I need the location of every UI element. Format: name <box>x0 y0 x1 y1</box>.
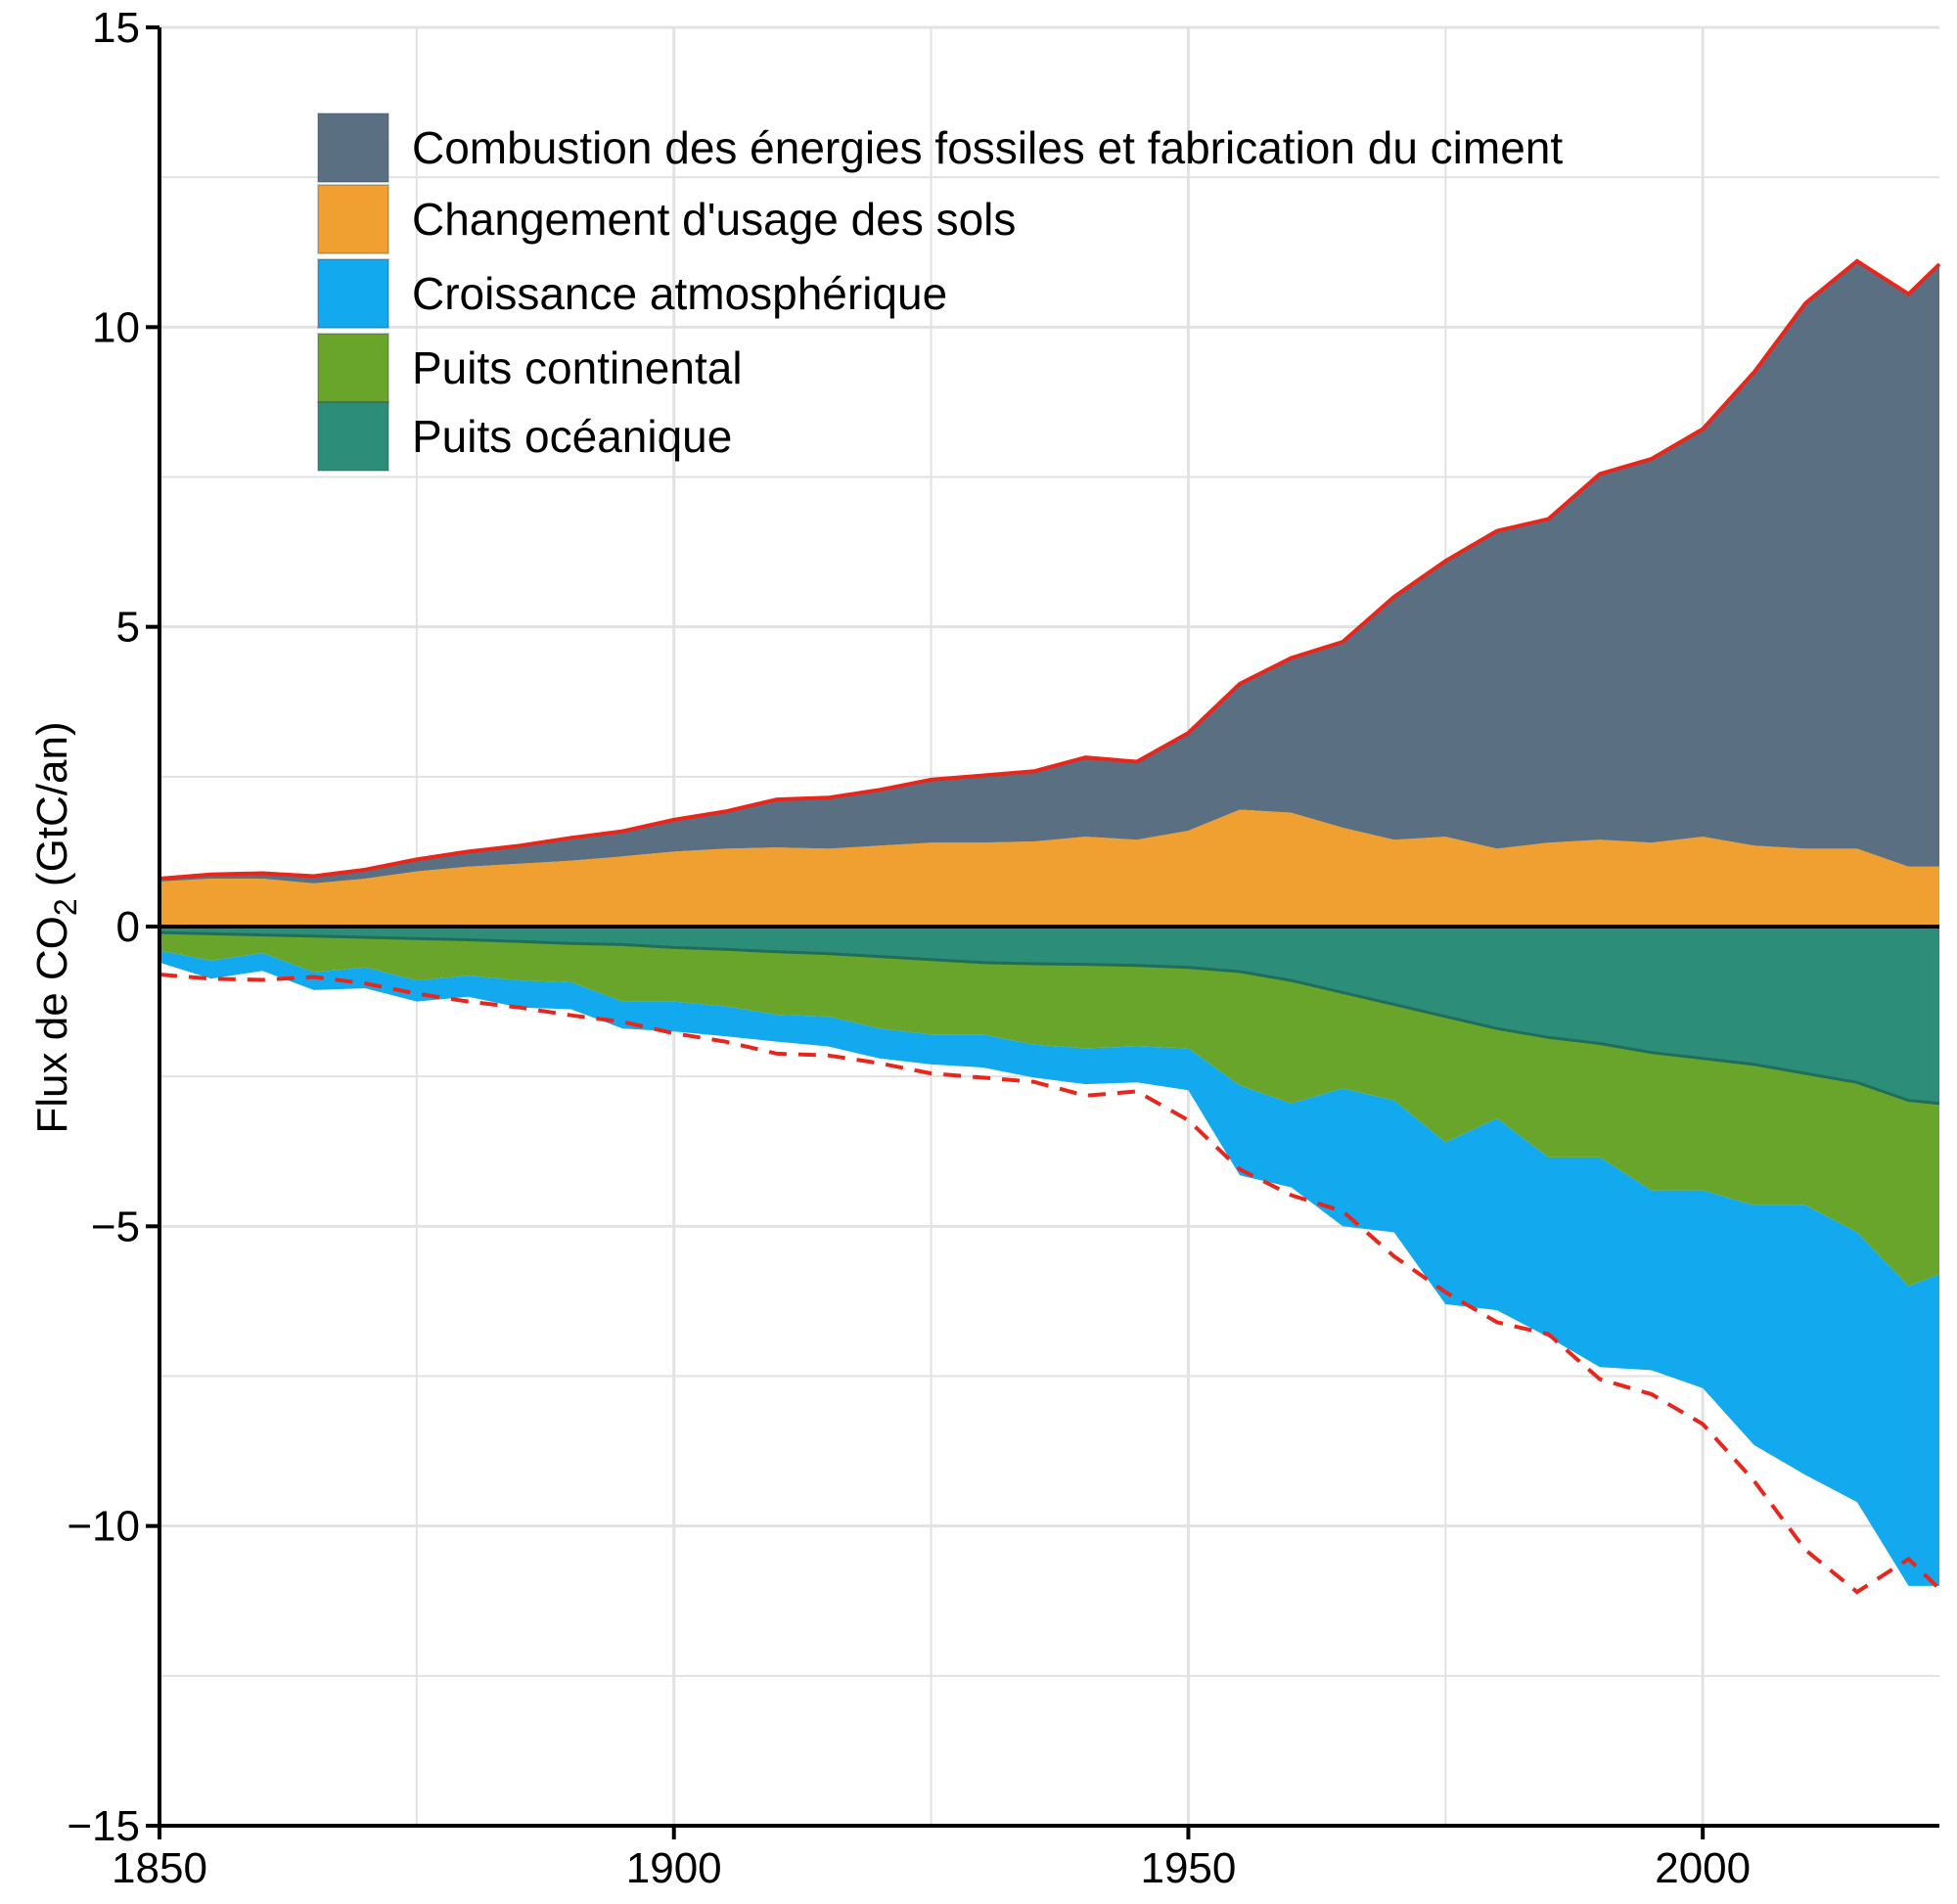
y-tick-label: 10 <box>92 303 140 351</box>
x-tick-label: 1950 <box>1140 1844 1236 1892</box>
area-ocean-sink <box>159 927 1939 1104</box>
areas <box>159 260 1939 1586</box>
legend-item-land-sink: Puits continental <box>317 333 743 403</box>
legend-item-atmosphere: Croissance atmosphérique <box>317 258 947 329</box>
legend-swatch <box>317 184 389 254</box>
y-tick-label: −10 <box>67 1503 140 1551</box>
lines <box>159 258 1941 1595</box>
area-land-sink <box>159 932 1939 1287</box>
legend-item-ocean-sink: Puits océanique <box>317 401 732 472</box>
ocean-sink-edge <box>159 930 1940 1106</box>
x-tick-label: 1850 <box>112 1844 207 1892</box>
legend-swatch <box>317 333 389 403</box>
legend-label: Croissance atmosphérique <box>412 268 947 319</box>
legend: Combustion des énergies fossiles et fabr… <box>317 113 1563 472</box>
y-axis-label: Flux de CO2 (GtC/an) <box>28 721 83 1133</box>
y-tick-label: 15 <box>92 4 140 52</box>
legend-swatch <box>317 113 389 183</box>
legend-swatch <box>317 401 389 472</box>
area-atmosphere <box>159 950 1939 1586</box>
y-tick-label: 0 <box>116 903 140 951</box>
legend-item-fossil: Combustion des énergies fossiles et fabr… <box>317 113 1563 183</box>
x-tick-label: 1900 <box>626 1844 722 1892</box>
legend-label: Combustion des énergies fossiles et fabr… <box>412 122 1563 173</box>
legend-swatch <box>317 258 389 329</box>
y-tick-label: −15 <box>67 1802 140 1850</box>
total-sinks-dashed-line <box>159 973 1941 1595</box>
x-tick-label: 2000 <box>1655 1844 1751 1892</box>
area-fossil <box>159 260 1939 884</box>
legend-label: Changement d'usage des sols <box>412 194 1016 245</box>
legend-item-land-use: Changement d'usage des sols <box>317 184 1016 254</box>
y-tick-label: −5 <box>91 1202 140 1250</box>
total-emissions-line <box>159 258 1941 881</box>
legend-label: Puits continental <box>412 342 743 393</box>
y-tick-label: 5 <box>116 604 140 652</box>
legend-label: Puits océanique <box>412 411 732 462</box>
area-land-use <box>159 809 1939 927</box>
